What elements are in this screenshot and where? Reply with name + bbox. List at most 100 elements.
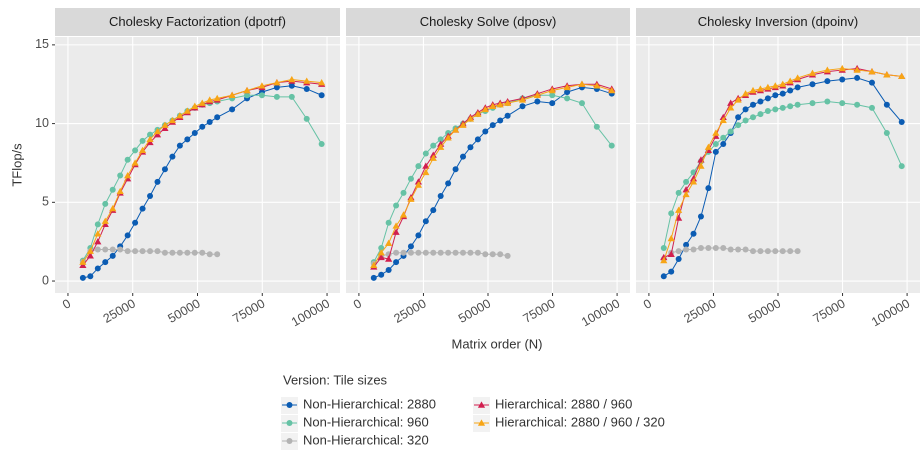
data-point (735, 246, 742, 253)
data-point (116, 187, 124, 194)
data-point (429, 154, 437, 161)
data-point (168, 116, 177, 124)
data-point (303, 77, 311, 84)
data-point (392, 222, 400, 229)
data-point (883, 101, 890, 108)
data-point (86, 252, 94, 259)
data-point (727, 128, 734, 135)
data-point (161, 166, 168, 173)
data-point (548, 86, 556, 94)
data-point (176, 112, 184, 119)
data-point (794, 248, 801, 255)
x-tick-label: 50000 (166, 296, 203, 326)
data-point (690, 246, 697, 253)
x-tick-label: 50000 (746, 296, 783, 326)
data-point (735, 122, 742, 129)
data-point (288, 75, 296, 83)
data-point (474, 249, 481, 256)
strip (55, 8, 340, 36)
legend-label: Hierarchical: 2880 / 960 / 320 (495, 414, 665, 429)
data-point (273, 93, 280, 100)
data-point (199, 123, 206, 130)
data-point (712, 148, 719, 155)
x-tick-label: 100000 (289, 296, 332, 329)
data-point (705, 244, 712, 251)
data-point (273, 84, 280, 91)
data-point (489, 102, 497, 109)
data-point (749, 86, 757, 94)
data-point (533, 91, 541, 98)
data-point (593, 123, 600, 130)
x-tick-label: 50000 (456, 296, 493, 326)
data-point (393, 202, 400, 209)
x-tick-label: 0 (351, 296, 364, 312)
data-point (198, 99, 206, 106)
data-point (452, 249, 459, 256)
x-tick-label: 100000 (869, 296, 912, 329)
data-point (750, 114, 757, 121)
data-point (400, 189, 407, 196)
data-point (660, 244, 667, 251)
data-point (839, 76, 846, 83)
facet-title: Cholesky Solve (dposv) (420, 14, 557, 29)
data-point (727, 99, 735, 106)
data-point (109, 205, 117, 212)
data-point (719, 116, 727, 124)
data-point (839, 100, 846, 107)
legend-label: Non-Hierarchical: 2880 (303, 396, 436, 411)
data-point (497, 117, 504, 124)
data-point (79, 274, 86, 281)
data-point (764, 248, 771, 255)
data-point (712, 244, 719, 251)
strip (636, 8, 920, 36)
data-point (772, 106, 779, 113)
data-point (102, 200, 109, 207)
data-point (764, 95, 771, 102)
data-point (318, 79, 326, 86)
data-point (683, 241, 690, 248)
data-point (854, 74, 861, 81)
data-point (385, 255, 393, 262)
data-point (414, 181, 422, 188)
data-point (206, 96, 214, 103)
data-point (496, 101, 504, 108)
data-point (467, 249, 474, 256)
data-point (823, 66, 831, 73)
data-point (303, 85, 310, 92)
data-point (563, 83, 571, 91)
data-point (176, 142, 183, 149)
data-point (772, 92, 779, 99)
legend-label: Hierarchical: 2880 / 960 (495, 396, 632, 411)
data-point (460, 249, 467, 256)
data-point (720, 244, 727, 251)
data-point (705, 185, 712, 192)
data-point (422, 162, 430, 169)
data-point (124, 171, 132, 179)
data-point (518, 96, 527, 103)
data-point (191, 249, 198, 256)
data-point (697, 213, 704, 220)
y-tick-label: 10 (35, 116, 49, 130)
data-point (153, 127, 162, 135)
data-point (79, 258, 87, 265)
data-point (742, 246, 749, 253)
data-point (415, 249, 422, 256)
data-point (474, 136, 481, 143)
legend-label: Non-Hierarchical: 960 (303, 414, 429, 429)
data-point (147, 248, 154, 255)
data-point (497, 251, 504, 258)
data-point (109, 186, 116, 193)
x-tick-label: 75000 (230, 296, 267, 326)
data-point (117, 246, 124, 253)
data-point (243, 86, 251, 94)
y-axis-label: TFlop/s (9, 143, 24, 187)
data-point (86, 247, 94, 254)
data-point (786, 77, 794, 84)
data-point (422, 168, 430, 176)
data-point (400, 249, 407, 256)
data-point (392, 228, 400, 235)
data-point (101, 217, 109, 224)
data-point (94, 230, 102, 237)
data-point (94, 265, 101, 272)
data-point (451, 126, 460, 133)
